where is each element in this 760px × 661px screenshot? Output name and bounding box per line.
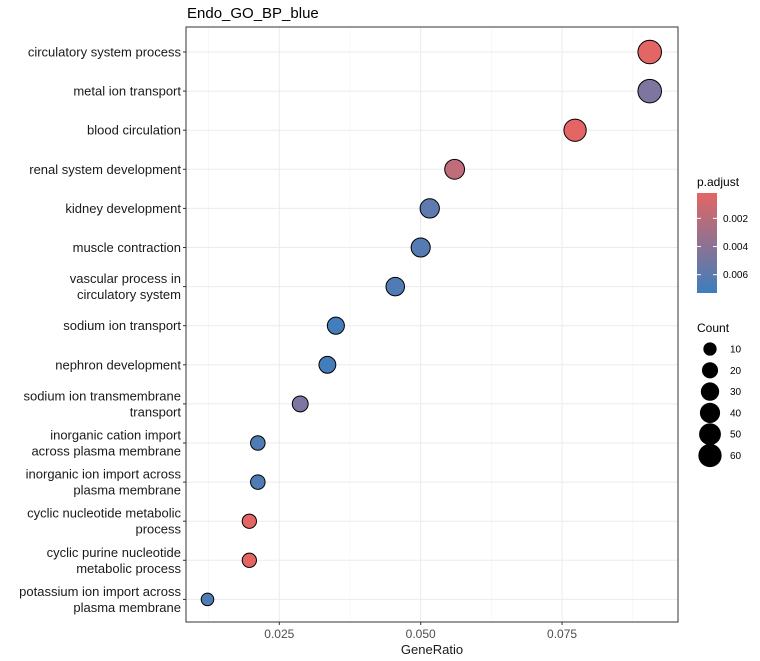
size-legend-label: 50 xyxy=(730,430,742,441)
color-legend: p.adjust 0.002 0.004 0.006 xyxy=(697,175,748,293)
size-legend-label: 20 xyxy=(730,366,742,377)
y-tick-label: sodium ion transport xyxy=(63,318,181,333)
color-legend-label: 0.006 xyxy=(723,270,748,281)
y-tick-label: sodium ion transmembrane transport xyxy=(23,388,181,419)
data-point xyxy=(444,158,466,180)
y-tick-label: muscle contraction xyxy=(73,240,181,255)
size-legend-label: 30 xyxy=(730,387,742,398)
size-legend-label: 40 xyxy=(730,408,742,419)
y-tick-label: cyclic purine nucleotide metabolic proces… xyxy=(47,545,182,576)
y-tick-label: inorganic ion import across plasma membra… xyxy=(26,467,182,498)
size-legend-dot xyxy=(701,362,719,379)
color-legend-bar xyxy=(697,193,717,293)
data-point xyxy=(241,513,257,529)
x-tick-label: 0.050 xyxy=(406,627,436,641)
plot-border xyxy=(185,26,679,623)
y-tick-label: blood circulation xyxy=(87,123,181,138)
y-axis: circulatory system process metal ion tran… xyxy=(19,45,186,615)
size-legend-label: 10 xyxy=(730,345,742,356)
x-tick-label: 0.025 xyxy=(264,627,294,641)
data-point xyxy=(563,118,587,142)
color-legend-label: 0.004 xyxy=(723,242,748,253)
y-tick-label: metal ion transport xyxy=(73,84,181,99)
size-legend-dot xyxy=(699,402,721,423)
size-legend-dot xyxy=(699,423,721,446)
y-tick-label: vascular process in circulatory system xyxy=(70,271,181,302)
size-legend-title: Count xyxy=(697,321,730,335)
size-legend: Count 10 20 30 40 50 60 xyxy=(697,321,742,468)
size-legend-dot xyxy=(698,443,722,468)
data-point xyxy=(318,355,337,374)
y-tick-label: kidney development xyxy=(65,201,181,216)
y-tick-label: inorganic cation import across plasma mem… xyxy=(31,428,181,459)
data-point xyxy=(241,552,257,568)
y-tick-label: cyclic nucleotide metabolic process xyxy=(27,506,181,537)
color-legend-title: p.adjust xyxy=(697,175,740,189)
x-tick-label: 0.075 xyxy=(547,627,577,641)
grid-lines xyxy=(186,27,678,622)
x-axis-label: GeneRatio xyxy=(401,642,463,657)
data-point xyxy=(637,78,663,104)
data-point xyxy=(385,276,406,297)
color-legend-label: 0.002 xyxy=(723,214,748,225)
data-point xyxy=(419,198,440,219)
size-legend-dot xyxy=(703,342,717,356)
size-legend-dot xyxy=(700,382,720,401)
chart-title: Endo_GO_BP_blue xyxy=(187,5,319,22)
data-point xyxy=(326,316,345,335)
y-tick-label: nephron development xyxy=(55,357,181,372)
data-point xyxy=(637,39,663,65)
y-tick-label: renal system development xyxy=(29,162,181,177)
data-points xyxy=(200,39,663,607)
size-legend-label: 60 xyxy=(730,451,742,462)
data-point xyxy=(250,474,266,490)
data-point xyxy=(291,395,309,413)
y-tick-label: potassium ion import across plasma membra… xyxy=(19,584,181,615)
data-point xyxy=(410,237,431,258)
data-point xyxy=(200,592,215,607)
y-tick-label: circulatory system process xyxy=(28,45,182,60)
data-point xyxy=(250,435,266,451)
x-axis: 0.025 0.050 0.075 xyxy=(264,622,577,641)
